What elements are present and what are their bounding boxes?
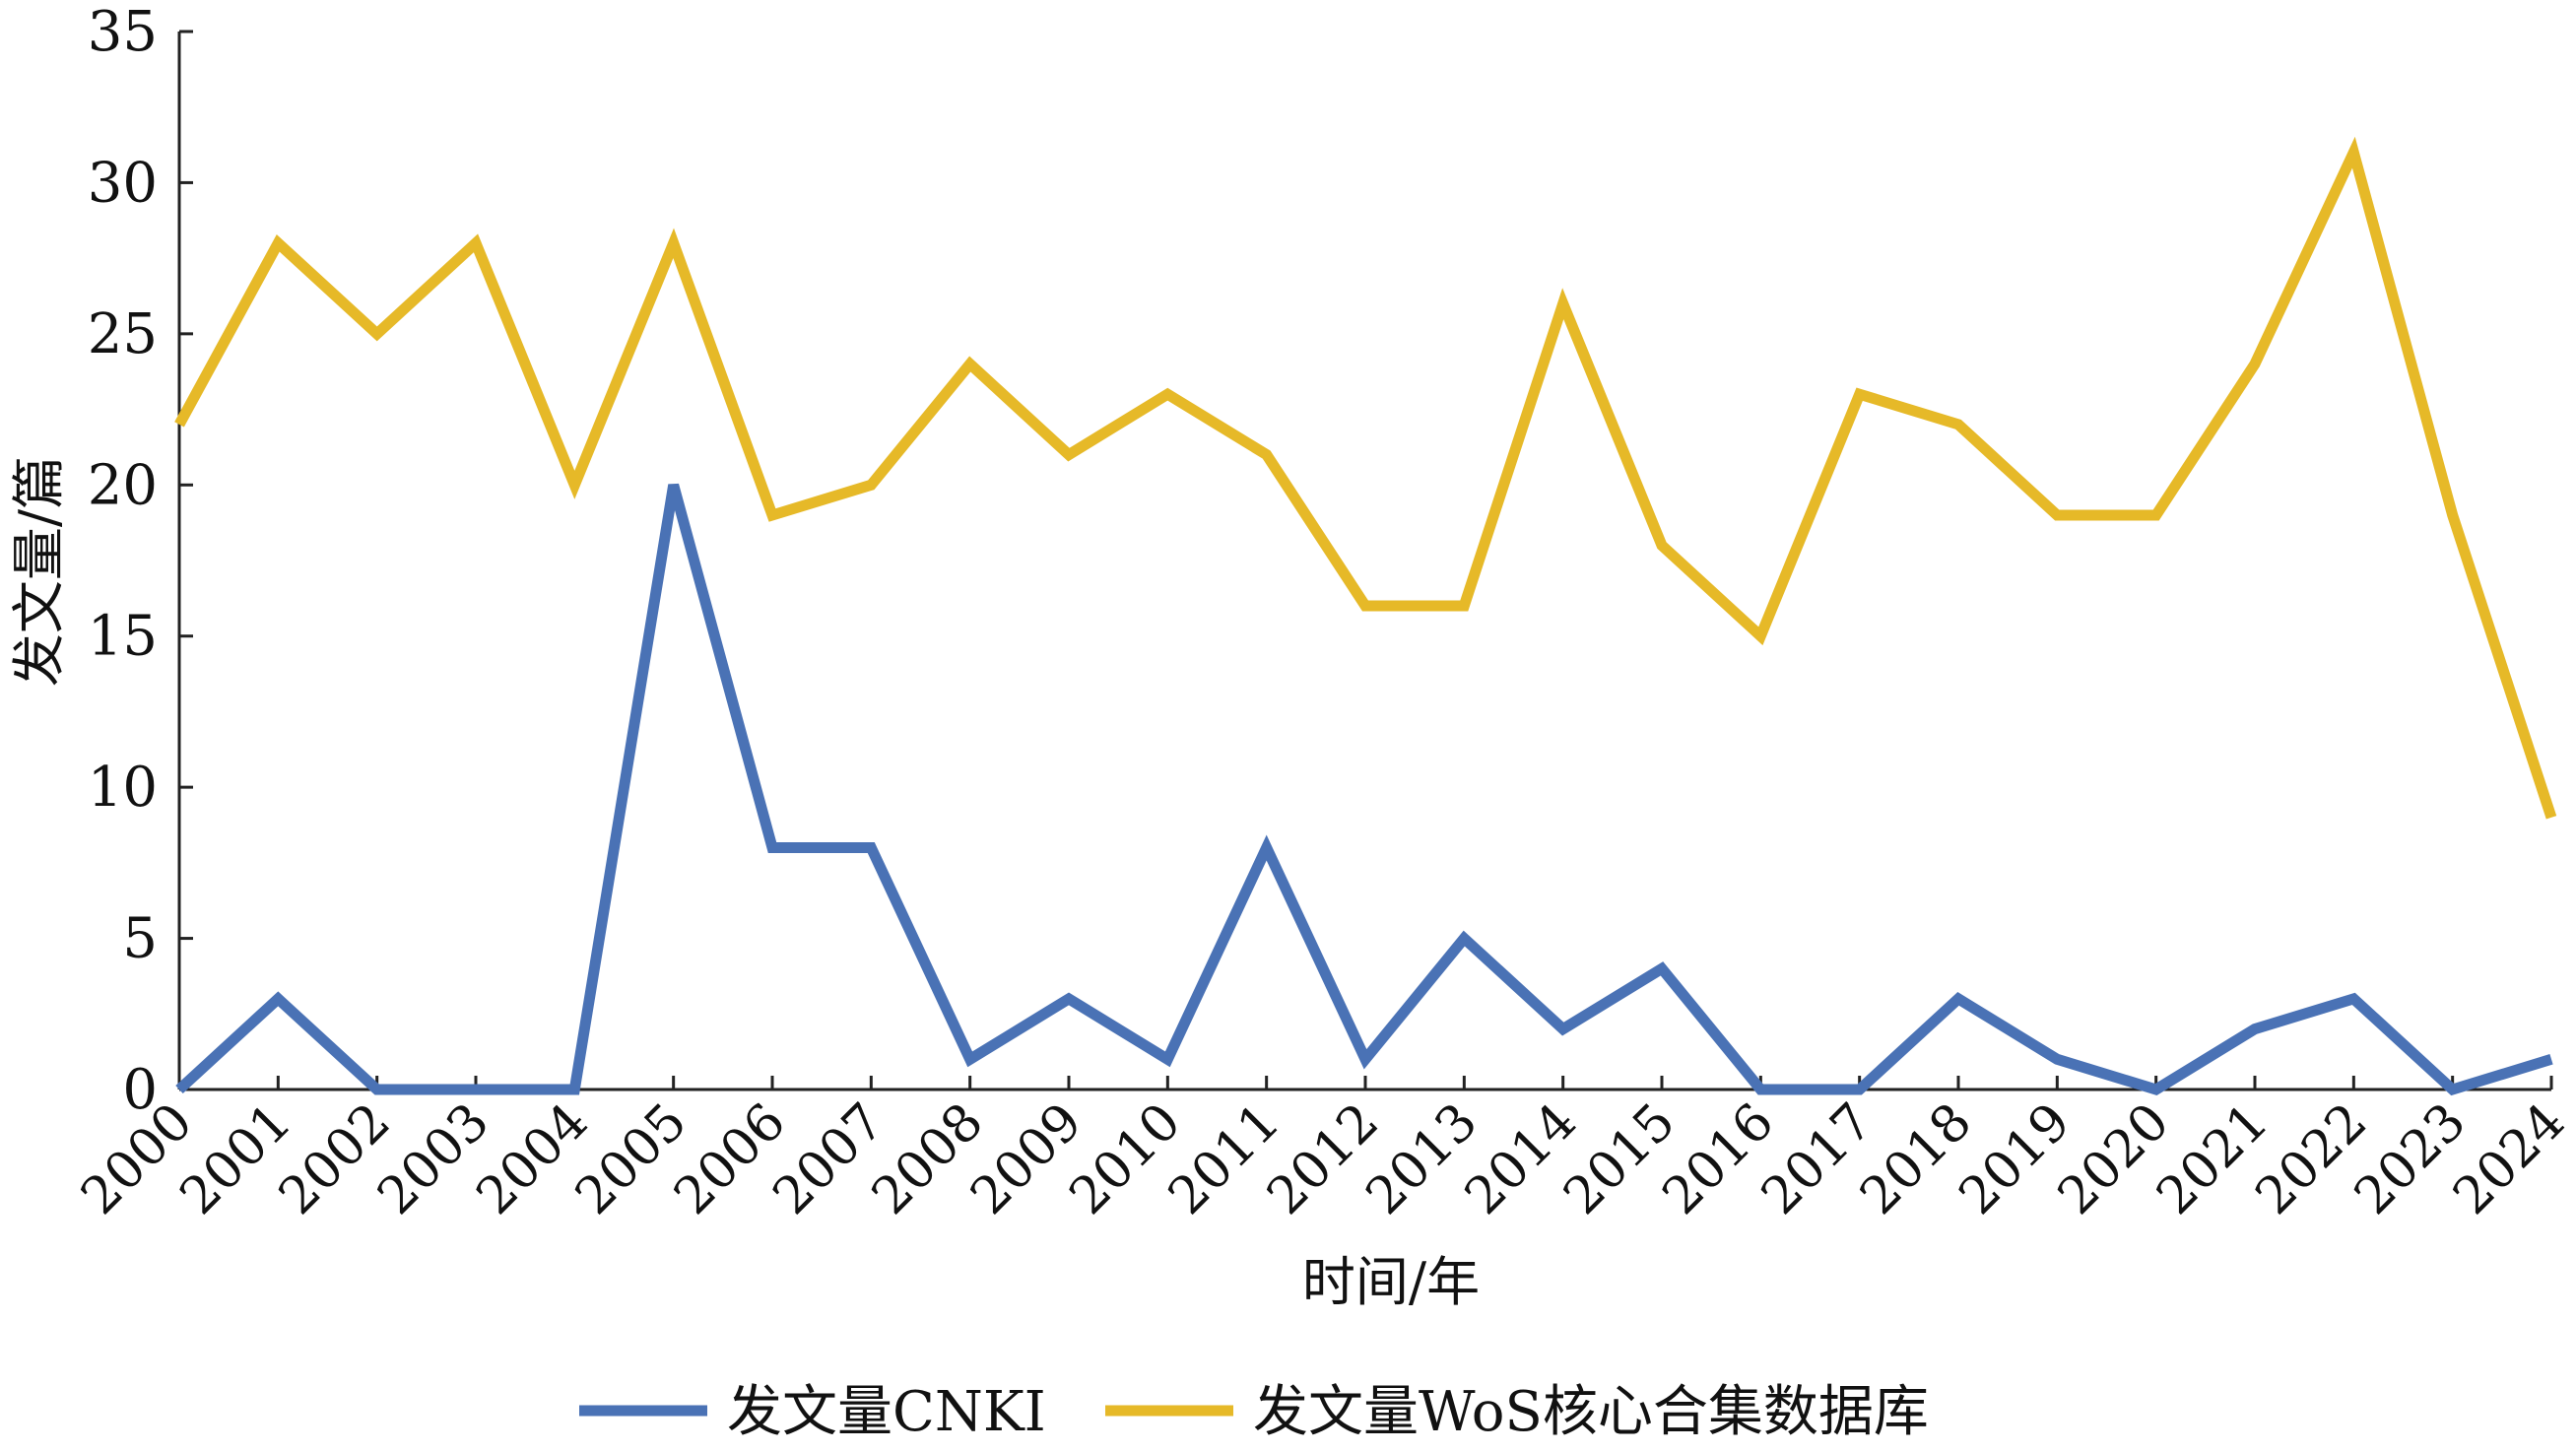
x-tick-label: 2005 <box>564 1092 698 1226</box>
x-tick-label: 2010 <box>1059 1092 1193 1226</box>
x-tick-label: 2021 <box>2146 1092 2279 1226</box>
x-tick-label: 2007 <box>762 1092 896 1226</box>
series-lines <box>174 136 2557 1096</box>
series-line <box>174 136 2557 820</box>
series-line <box>175 483 2553 1096</box>
y-tick-label: 5 <box>122 907 158 971</box>
x-axis-title: 时间/年 <box>1302 1251 1480 1313</box>
axis-labels: 时间/年 发文量/篇 <box>8 456 1480 1313</box>
x-tick-label: 2022 <box>2245 1092 2379 1226</box>
x-tick-label: 2015 <box>1552 1092 1686 1226</box>
x-tick-label: 2003 <box>366 1092 500 1226</box>
x-tick-label: 2002 <box>268 1092 402 1226</box>
legend: 发文量CNKI 发文量WoS核心合集数据库 <box>579 1380 1929 1444</box>
x-tick-label: 2006 <box>663 1092 797 1226</box>
x-tick-label: 2020 <box>2047 1092 2181 1226</box>
y-tick-label: 0 <box>122 1058 158 1122</box>
x-tick-label: 2012 <box>1256 1092 1390 1226</box>
x-tick-label: 2019 <box>1949 1092 2082 1226</box>
x-tick-label: 2009 <box>959 1092 1093 1226</box>
x-tick-label: 2008 <box>861 1092 995 1226</box>
legend-label: 发文量CNKI <box>727 1380 1046 1444</box>
y-axis-title: 发文量/篇 <box>8 456 70 687</box>
x-tick-label: 2024 <box>2442 1092 2576 1226</box>
y-tick-label: 15 <box>88 605 158 669</box>
x-tick-label: 2016 <box>1652 1092 1786 1226</box>
y-tick-label: 35 <box>88 0 158 64</box>
x-tick-label: 2017 <box>1750 1092 1884 1226</box>
x-tick-label: 2013 <box>1355 1092 1489 1226</box>
x-tick-label: 2001 <box>169 1092 303 1226</box>
axes: 0510152025303520002001200220032004200520… <box>70 0 2576 1226</box>
y-tick-label: 30 <box>88 151 158 215</box>
y-tick-label: 10 <box>88 756 158 820</box>
legend-label: 发文量WoS核心合集数据库 <box>1253 1380 1929 1444</box>
x-tick-label: 2018 <box>1849 1092 1983 1226</box>
x-tick-label: 2011 <box>1157 1092 1291 1226</box>
y-tick-label: 25 <box>88 302 158 366</box>
x-tick-label: 2023 <box>2344 1092 2477 1226</box>
x-tick-label: 2004 <box>466 1092 600 1226</box>
y-tick-label: 20 <box>88 453 158 517</box>
x-tick-label: 2014 <box>1454 1092 1588 1226</box>
